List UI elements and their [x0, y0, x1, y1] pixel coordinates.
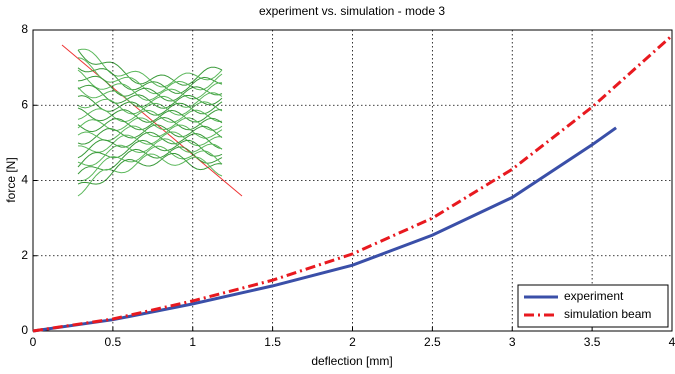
chart: experiment vs. simulation - mode 3 defle… — [0, 0, 675, 374]
chart-title: experiment vs. simulation - mode 3 — [259, 4, 445, 18]
x-tick-label: 3.5 — [584, 335, 601, 349]
x-tick-label: 3 — [509, 335, 516, 349]
y-axis-label: force [N] — [4, 157, 18, 202]
y-tick-label: 4 — [21, 173, 28, 187]
inset-mesh — [78, 58, 222, 94]
inset-mesh — [78, 146, 222, 181]
x-tick-label: 0.5 — [105, 335, 122, 349]
legend-label: simulation beam — [564, 307, 651, 321]
inset-image — [62, 45, 242, 196]
inset-mesh — [78, 49, 222, 87]
y-tick-label: 8 — [21, 22, 28, 36]
y-tick-label: 6 — [21, 97, 28, 111]
x-tick-label: 0 — [30, 335, 37, 349]
inset-mesh — [78, 108, 222, 122]
x-axis-label: deflection [mm] — [311, 354, 392, 368]
x-tick-label: 1.5 — [264, 335, 281, 349]
x-tick-label: 2.5 — [424, 335, 441, 349]
legend-label: experiment — [564, 289, 624, 303]
y-tick-label: 2 — [21, 248, 28, 262]
x-tick-label: 4 — [669, 335, 675, 349]
x-tick-label: 2 — [349, 335, 356, 349]
y-tick-label: 0 — [21, 323, 28, 337]
x-tick-label: 1 — [189, 335, 196, 349]
